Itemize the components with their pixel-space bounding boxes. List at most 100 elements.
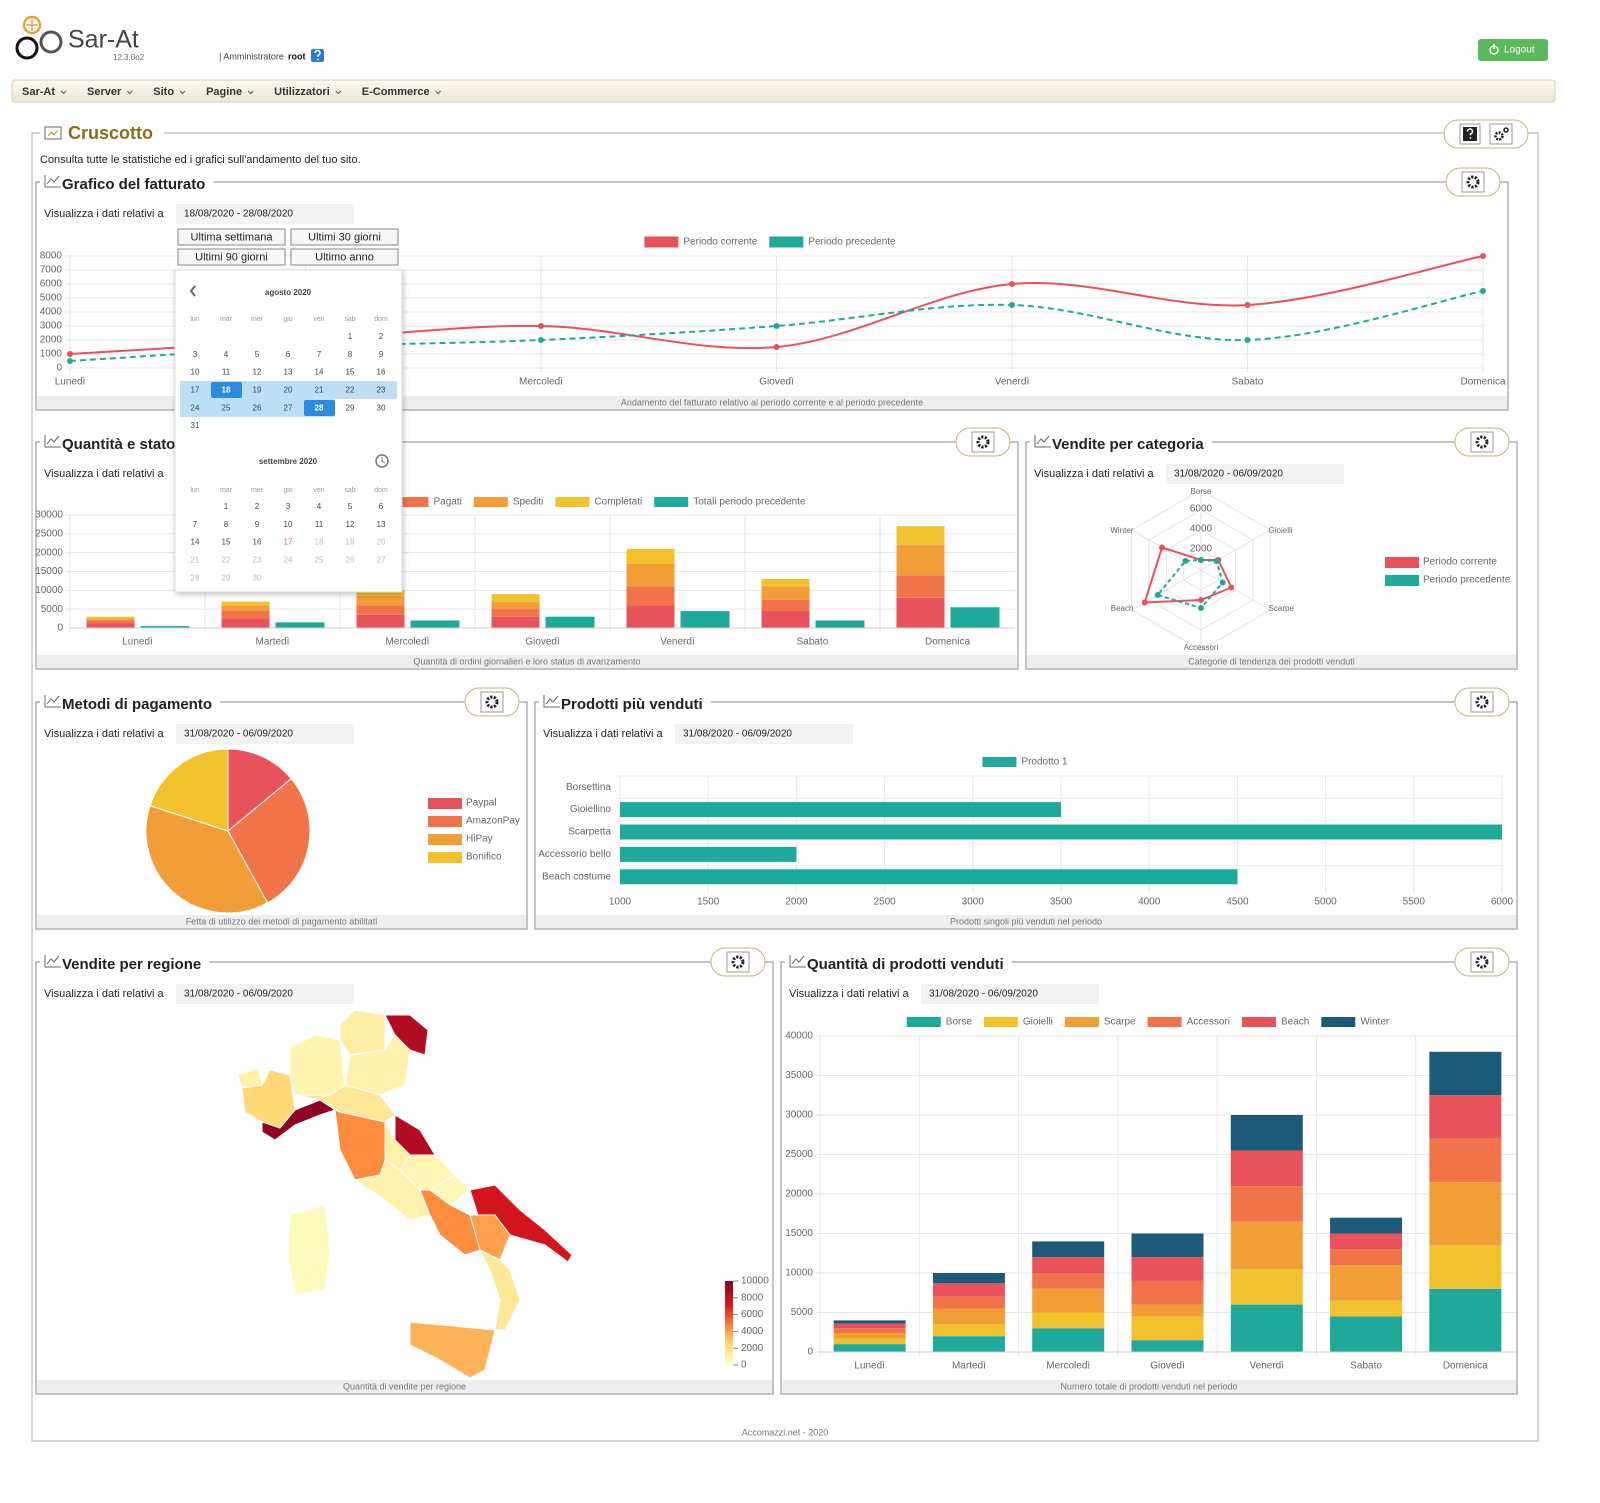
date-range[interactable]: 18/08/2020 - 28/08/2020 (184, 209, 293, 220)
panel-settings[interactable] (1445, 167, 1501, 197)
calendar-day[interactable]: 28 (191, 573, 200, 582)
calendar-day[interactable]: 14 (191, 538, 200, 547)
region[interactable] (261, 1099, 337, 1141)
calendar-day[interactable]: 12 (253, 368, 262, 377)
region[interactable] (409, 1321, 496, 1379)
calendar-day[interactable]: 2 (255, 502, 260, 511)
settings-button[interactable] (971, 431, 995, 453)
calendar-day[interactable]: 18 (222, 386, 231, 395)
panel-settings[interactable] (1454, 947, 1510, 977)
calendar-day[interactable]: 18 (315, 538, 324, 547)
calendar-day[interactable]: 16 (253, 538, 262, 547)
preset-button[interactable]: Ultimi 90 giorni (177, 248, 286, 266)
region[interactable] (289, 1034, 346, 1096)
preset-bg[interactable] (290, 228, 399, 246)
menu-label[interactable]: Sar-At (22, 86, 55, 98)
settings-button[interactable] (480, 691, 504, 713)
panel-settings[interactable] (1454, 687, 1510, 717)
preset-label[interactable]: Ultimo anno (315, 251, 374, 263)
date-input[interactable] (176, 984, 354, 1004)
calendar-day[interactable]: 7 (193, 520, 198, 529)
calendar-day[interactable]: 25 (315, 556, 324, 565)
menu-label[interactable]: Sito (153, 86, 174, 98)
calendar-day[interactable]: 16 (377, 368, 386, 377)
calendar-day[interactable]: 24 (191, 403, 200, 412)
calendar-day[interactable]: 1 (224, 502, 229, 511)
logout-label[interactable]: Logout (1504, 45, 1535, 56)
panel-settings[interactable] (464, 687, 520, 717)
calendar-day[interactable]: 8 (224, 520, 229, 529)
preset-label[interactable]: Ultimi 30 giorni (308, 231, 381, 243)
calendar-day[interactable]: 22 (346, 386, 355, 395)
calendar-day[interactable]: 11 (222, 368, 231, 377)
calendar-day[interactable]: 23 (377, 386, 386, 395)
preset-button[interactable]: Ultima settimana (177, 228, 286, 246)
region[interactable] (339, 1009, 386, 1056)
calendar-day[interactable]: 30 (377, 403, 386, 412)
date-range[interactable]: 31/08/2020 - 06/09/2020 (929, 989, 1038, 1000)
region[interactable] (384, 1014, 429, 1056)
date-input[interactable] (921, 984, 1099, 1004)
calendar-day[interactable]: 1 (348, 332, 353, 341)
calendar-day[interactable]: 19 (346, 538, 355, 547)
calendar-day[interactable]: 21 (315, 386, 324, 395)
date-range[interactable]: 31/08/2020 - 06/09/2020 (1174, 469, 1283, 480)
menu-label[interactable]: Server (87, 86, 122, 98)
settings-button[interactable] (1470, 691, 1494, 713)
calendar-day[interactable]: 26 (346, 556, 355, 565)
logout-button[interactable]: Logout (1478, 39, 1548, 61)
calendar-day[interactable]: 8 (348, 350, 353, 359)
menu-label[interactable]: E-Commerce (362, 86, 430, 98)
menu-item[interactable]: Server (87, 86, 133, 98)
calendar-day[interactable]: 29 (346, 403, 355, 412)
calendar-day[interactable]: 17 (284, 538, 293, 547)
calendar-day[interactable]: 24 (284, 556, 293, 565)
menu-item[interactable]: Sar-At (22, 86, 67, 98)
menu-item[interactable]: Utilizzatori (274, 86, 342, 98)
menu-item[interactable]: Sito (153, 86, 186, 98)
panel-settings[interactable] (710, 947, 766, 977)
calendar-day[interactable]: 30 (253, 573, 262, 582)
calendar-day[interactable]: 11 (315, 520, 324, 529)
help-icon[interactable] (311, 49, 324, 62)
calendar-day[interactable]: 6 (286, 350, 291, 359)
calendar-day[interactable]: 5 (348, 502, 353, 511)
prev-month[interactable] (189, 285, 196, 297)
calendar-day[interactable]: 9 (255, 520, 260, 529)
calendar-day[interactable]: 10 (284, 520, 293, 529)
calendar-day[interactable]: 27 (377, 556, 386, 565)
preset-bg[interactable] (290, 248, 399, 266)
menu-label[interactable]: Utilizzatori (274, 86, 330, 98)
calendar-day[interactable]: 26 (253, 403, 262, 412)
calendar-day[interactable]: 5 (255, 350, 260, 359)
region[interactable] (237, 1067, 263, 1089)
date-input[interactable] (675, 724, 853, 744)
preset-label[interactable]: Ultimi 90 giorni (195, 251, 268, 263)
settings-button[interactable] (726, 951, 750, 973)
preset-bg[interactable] (177, 248, 286, 266)
settings-button[interactable] (1470, 431, 1494, 453)
date-input[interactable] (176, 204, 354, 224)
calendar-day[interactable]: 2 (379, 332, 384, 341)
dashboard-tools[interactable] (1443, 119, 1529, 149)
calendar-day[interactable]: 22 (222, 556, 231, 565)
calendar-day[interactable]: 3 (193, 350, 198, 359)
calendar-day[interactable]: 20 (284, 386, 293, 395)
settings-button[interactable] (1470, 951, 1494, 973)
calendar-day[interactable]: 31 (191, 421, 200, 430)
calendar-day[interactable]: 13 (377, 520, 386, 529)
date-range[interactable]: 31/08/2020 - 06/09/2020 (683, 729, 792, 740)
panel-settings[interactable] (955, 427, 1011, 457)
date-range[interactable]: 31/08/2020 - 06/09/2020 (184, 729, 293, 740)
preset-button[interactable]: Ultimi 30 giorni (290, 228, 399, 246)
calendar-day[interactable]: 7 (317, 350, 322, 359)
calendar-day[interactable]: 25 (222, 403, 231, 412)
calendar-day[interactable]: 13 (284, 368, 293, 377)
calendar-day[interactable]: 21 (191, 556, 200, 565)
region[interactable] (478, 1248, 521, 1331)
date-input[interactable] (1166, 464, 1344, 484)
calendar-day[interactable]: 15 (222, 538, 231, 547)
date-input[interactable] (176, 724, 354, 744)
calendar-day[interactable]: 4 (317, 502, 322, 511)
calendar-day[interactable]: 14 (315, 368, 324, 377)
